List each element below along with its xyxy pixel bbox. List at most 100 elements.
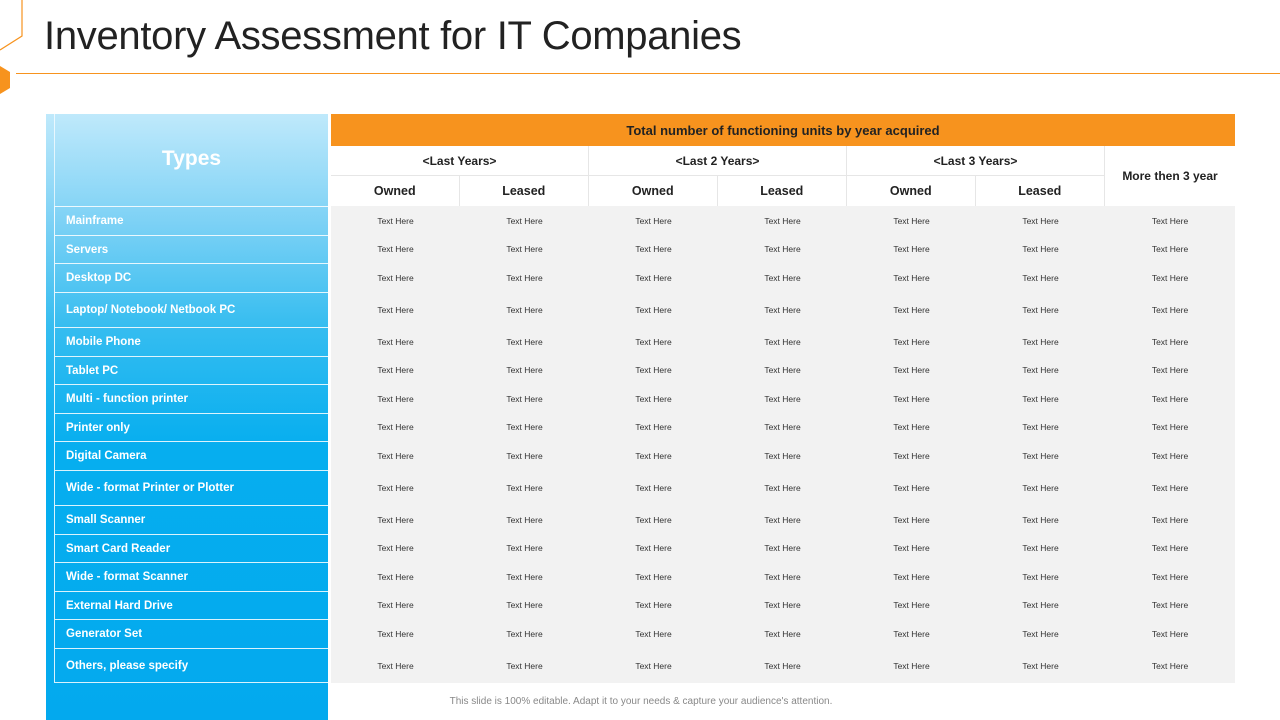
hexagon-decoration-icon xyxy=(0,0,23,94)
table-cell: Text Here xyxy=(893,543,930,553)
table-cell: Text Here xyxy=(1022,543,1059,553)
type-label: Desktop DC xyxy=(54,263,328,292)
table-cell: Text Here xyxy=(1022,422,1059,432)
types-header: Types xyxy=(54,114,328,206)
table-row: Text Here Text Here Text Here Text Here Text… xyxy=(331,470,1235,505)
type-label: Mobile Phone xyxy=(54,327,328,356)
table-cell: Text Here xyxy=(377,272,414,283)
table-row: Text Here Text Here Text Here Text Here Text… xyxy=(331,591,1235,619)
column-header-owned: Owned xyxy=(331,176,460,206)
table-cell: Text Here xyxy=(506,571,543,582)
type-label: Mainframe xyxy=(54,206,328,235)
column-header-leased: Leased xyxy=(502,184,546,198)
table-cell: Text Here xyxy=(1151,571,1189,582)
table-cell: Text Here xyxy=(1151,660,1189,671)
table-cell: Text Here xyxy=(893,336,930,347)
table-cell: Text Here xyxy=(377,628,414,639)
table-cell: Text Here xyxy=(1151,272,1189,283)
column-header-more-than-3-years: More then 3 year xyxy=(1122,169,1218,183)
table-cell: Text Here xyxy=(377,215,414,226)
table-cell: Text Here xyxy=(506,244,543,254)
column-group-last-3-years: <Last 3 Years> Owned Leased xyxy=(847,146,1105,206)
table-row: Text Here Text Here Text Here Text Here Text… xyxy=(331,327,1235,356)
table-top-header: Total number of functioning units by yea… xyxy=(331,114,1235,146)
type-label: Small Scanner xyxy=(54,505,328,534)
table-cell: Text Here xyxy=(377,393,414,404)
table-cell: Text Here xyxy=(764,422,801,432)
table-cell: Text Here xyxy=(635,660,672,671)
table-cell: Text Here xyxy=(1022,365,1059,375)
table-cell: Text Here xyxy=(764,660,801,671)
table-cell: Text Here xyxy=(635,450,672,461)
table-cell: Text Here xyxy=(377,600,414,610)
table-row: Text Here Text Here Text Here Text Here Text… xyxy=(331,562,1235,591)
table-cell: Text Here xyxy=(506,660,543,671)
table-cell: Text Here xyxy=(635,272,672,283)
table-cell: Text Here xyxy=(1151,543,1189,553)
table-cell: Text Here xyxy=(764,365,801,375)
column-group-label: <Last Years> xyxy=(331,146,588,176)
column-group-last-2-years: <Last 2 Years> Owned Leased xyxy=(589,146,847,206)
column-header-owned: Owned xyxy=(847,176,976,206)
inventory-table: Total number of functioning units by yea… xyxy=(331,114,1235,683)
table-cell: Text Here xyxy=(635,422,672,432)
table-cell: Text Here xyxy=(1022,482,1059,493)
column-header-owned: Owned xyxy=(589,176,718,206)
table-cell: Text Here xyxy=(1022,450,1059,461)
type-label: Others, please specify xyxy=(54,648,328,683)
table-sub-header: <Last Years> Owned Leased <Last 2 Years>… xyxy=(331,146,1235,206)
table-cell: Text Here xyxy=(1022,628,1059,639)
type-label: Laptop/ Notebook/ Netbook PC xyxy=(54,292,328,327)
table-cell: Text Here xyxy=(893,304,930,315)
table-cell: Text Here xyxy=(1022,571,1059,582)
table-cell: Text Here xyxy=(1151,365,1189,375)
table-cell: Text Here xyxy=(1151,244,1189,254)
table-cell: Text Here xyxy=(377,482,414,493)
table-cell: Text Here xyxy=(893,600,930,610)
table-cell: Text Here xyxy=(893,215,930,226)
table-cell: Text Here xyxy=(506,336,543,347)
table-row: Text Here Text Here Text Here Text Here Text… xyxy=(331,505,1235,534)
table-cell: Text Here xyxy=(1022,514,1059,525)
table-cell: Text Here xyxy=(764,272,801,283)
type-label: Tablet PC xyxy=(54,356,328,384)
table-cell: Text Here xyxy=(893,422,930,432)
table-cell: Text Here xyxy=(377,450,414,461)
column-group-label: <Last 3 Years> xyxy=(847,146,1104,176)
table-cell: Text Here xyxy=(764,600,801,610)
types-header-label: Types xyxy=(161,147,222,170)
table-cell: Text Here xyxy=(635,543,672,553)
type-label: Generator Set xyxy=(54,619,328,648)
table-cell: Text Here xyxy=(764,244,801,254)
table-cell: Text Here xyxy=(893,628,930,639)
type-label: Smart Card Reader xyxy=(54,534,328,562)
table-cell: Text Here xyxy=(635,336,672,347)
table-cell: Text Here xyxy=(377,543,414,553)
table-row: Text Here Text Here Text Here Text Here Text… xyxy=(331,534,1235,562)
table-cell: Text Here xyxy=(635,365,672,375)
table-cell: Text Here xyxy=(1151,304,1189,315)
table-cell: Text Here xyxy=(377,365,414,375)
table-cell: Text Here xyxy=(1022,215,1059,226)
table-cell: Text Here xyxy=(506,365,543,375)
table-cell: Text Here xyxy=(1151,514,1189,525)
type-label: Digital Camera xyxy=(54,441,328,470)
table-cell: Text Here xyxy=(377,660,414,671)
table-cell: Text Here xyxy=(893,660,930,671)
table-cell: Text Here xyxy=(635,571,672,582)
table-cell: Text Here xyxy=(764,543,801,553)
table-cell: Text Here xyxy=(635,628,672,639)
table-cell: Text Here xyxy=(506,543,543,553)
table-cell: Text Here xyxy=(377,571,414,582)
table-cell: Text Here xyxy=(635,244,672,254)
table-cell: Text Here xyxy=(764,571,801,582)
table-row: Text Here Text Here Text Here Text Here Text… xyxy=(331,413,1235,441)
table-cell: Text Here xyxy=(635,482,672,493)
table-cell: Text Here xyxy=(893,244,930,254)
title-divider xyxy=(16,73,1280,74)
column-group-last-years: <Last Years> Owned Leased xyxy=(331,146,589,206)
table-cell: Text Here xyxy=(1022,272,1059,283)
table-cell: Text Here xyxy=(635,215,672,226)
table-cell: Text Here xyxy=(506,514,543,525)
table-cell: Text Here xyxy=(506,304,543,315)
